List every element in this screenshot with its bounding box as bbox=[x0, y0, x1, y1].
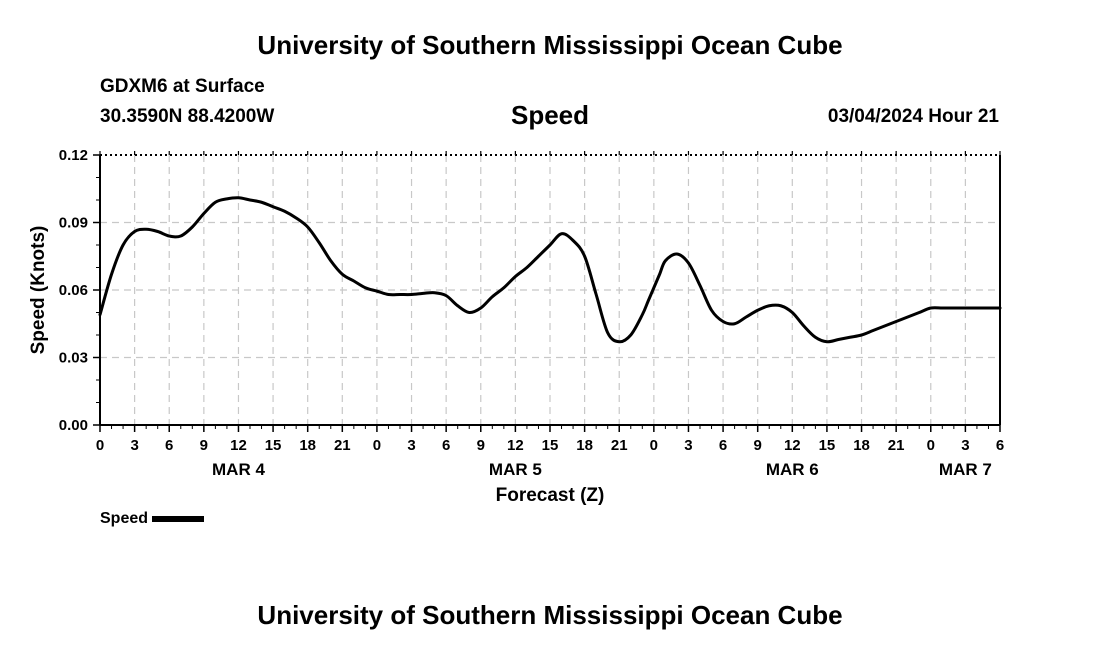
station-coordinates: 30.3590N 88.4200W bbox=[100, 106, 275, 127]
station-label: GDXM6 at Surface bbox=[100, 76, 265, 97]
y-tick-label: 0.12 bbox=[59, 147, 88, 164]
x-tick-label: 0 bbox=[927, 437, 935, 454]
speed-series-line bbox=[98, 196, 1002, 344]
day-label: MAR 5 bbox=[489, 460, 542, 479]
x-tick-label: 12 bbox=[507, 437, 524, 454]
x-tick-label: 18 bbox=[299, 437, 316, 454]
x-tick-label: 6 bbox=[165, 437, 173, 454]
y-axis-ticks: 0.00 0.03 0.06 0.09 0.12 bbox=[59, 147, 100, 434]
y-axis-label: Speed (Knots) bbox=[28, 226, 49, 355]
legend: Speed bbox=[100, 510, 205, 528]
y-tick-label: 0.09 bbox=[59, 215, 88, 232]
day-labels: MAR 4 MAR 5 MAR 6 MAR 7 bbox=[212, 460, 992, 479]
x-tick-label: 0 bbox=[373, 437, 381, 454]
legend-label: Speed bbox=[100, 510, 149, 527]
x-tick-label: 15 bbox=[542, 437, 559, 454]
x-tick-label: 6 bbox=[996, 437, 1004, 454]
x-tick-label: 3 bbox=[407, 437, 415, 454]
y-tick-label: 0.03 bbox=[59, 350, 88, 367]
x-tick-label: 15 bbox=[265, 437, 282, 454]
day-label: MAR 6 bbox=[766, 460, 819, 479]
chart-title-top: University of Southern Mississippi Ocean… bbox=[257, 30, 843, 60]
day-label: MAR 4 bbox=[212, 460, 265, 479]
x-tick-label: 21 bbox=[888, 437, 905, 454]
x-tick-label: 9 bbox=[754, 437, 762, 454]
x-tick-label: 21 bbox=[611, 437, 628, 454]
x-axis-label: Forecast (Z) bbox=[496, 485, 605, 506]
x-tick-label: 6 bbox=[719, 437, 727, 454]
x-tick-label: 9 bbox=[200, 437, 208, 454]
x-tick-label: 0 bbox=[650, 437, 658, 454]
x-tick-label: 12 bbox=[784, 437, 801, 454]
x-tick-label: 3 bbox=[130, 437, 138, 454]
legend-line-swatch bbox=[152, 515, 205, 522]
chart-title-bottom: University of Southern Mississippi Ocean… bbox=[257, 600, 843, 630]
x-tick-label: 21 bbox=[334, 437, 351, 454]
plot-title: Speed bbox=[510, 100, 590, 130]
y-tick-label: 0.06 bbox=[59, 282, 88, 299]
x-tick-label: 9 bbox=[477, 437, 485, 454]
y-tick-label: 0.00 bbox=[59, 417, 88, 434]
x-tick-label: 3 bbox=[684, 437, 692, 454]
forecast-datetime: 03/04/2024 Hour 21 bbox=[827, 106, 999, 127]
x-tick-label: 18 bbox=[853, 437, 870, 454]
x-tick-label: 0 bbox=[96, 437, 104, 454]
x-tick-label: 3 bbox=[961, 437, 969, 454]
x-tick-label: 15 bbox=[819, 437, 836, 454]
day-label: MAR 7 bbox=[939, 460, 992, 479]
x-axis-ticks: 0 3 6 9 12 15 18 21 0 3 6 9 12 15 18 21 0 3 6 9 12 15 18 21 0 3 6 bbox=[96, 151, 1004, 454]
grid-lines bbox=[100, 155, 1000, 425]
x-tick-label: 18 bbox=[576, 437, 593, 454]
x-tick-label: 12 bbox=[230, 437, 247, 454]
x-tick-label: 6 bbox=[442, 437, 450, 454]
